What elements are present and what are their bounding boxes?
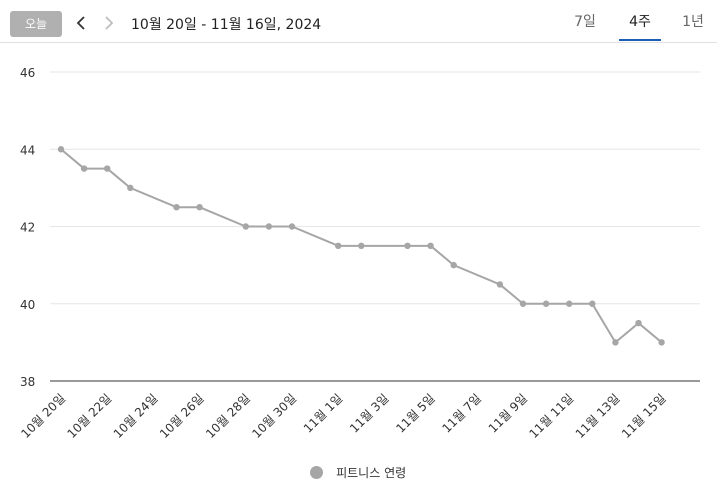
x-tick-label: 10월 22일 (65, 391, 115, 441)
chevron-left-icon (76, 16, 85, 30)
data-point (450, 261, 457, 269)
data-point (612, 339, 619, 346)
y-tick-label: 44 (20, 143, 35, 157)
x-tick-label: 10월 30일 (249, 391, 299, 441)
x-tick-label: 11월 15일 (619, 391, 669, 441)
data-point (519, 300, 527, 307)
data-point (635, 319, 642, 327)
x-tick-label: 11월 1일 (301, 391, 345, 435)
x-tick-label: 11월 9일 (486, 391, 530, 435)
data-point (566, 300, 573, 307)
y-tick-label: 46 (20, 66, 35, 80)
tab-4-weeks[interactable]: 4주 (619, 0, 661, 41)
legend-label: 피트니스 연령 (336, 466, 407, 480)
today-button[interactable]: 오늘 (10, 11, 62, 37)
y-tick-label: 38 (20, 375, 35, 389)
data-point (57, 146, 65, 153)
toolbar: 오늘 10월 20일 - 11월 16일, 2024 7일 4주 1년 (0, 0, 717, 43)
x-tick-label: 11월 13일 (573, 391, 623, 441)
next-period-button[interactable] (98, 11, 118, 35)
x-tick-label: 10월 26일 (157, 391, 207, 441)
x-tick-label: 10월 24일 (111, 391, 161, 441)
tab-1-year[interactable]: 1년 (682, 14, 704, 30)
date-range-label: 10월 20일 - 11월 16일, 2024 (131, 17, 322, 33)
tab-7-days[interactable]: 7일 (574, 14, 596, 30)
legend-swatch (310, 466, 323, 479)
data-point (589, 300, 596, 307)
data-point (265, 223, 273, 230)
data-point (104, 165, 111, 172)
data-point (335, 242, 342, 250)
x-tick-label: 10월 20일 (18, 391, 68, 441)
chevron-right-icon (105, 16, 114, 30)
data-point (427, 242, 434, 250)
data-point (358, 242, 365, 250)
y-tick-label: 42 (20, 221, 35, 235)
data-point (542, 300, 550, 307)
series-line (60, 148, 663, 344)
x-tick-label: 10월 28일 (203, 391, 253, 441)
previous-period-button[interactable] (72, 11, 92, 35)
x-tick-label: 11월 7일 (440, 391, 484, 435)
data-point (658, 339, 665, 346)
x-tick-label: 11월 5일 (393, 391, 437, 435)
chart-legend: 피트니스 연령 (310, 462, 406, 480)
data-point (127, 184, 134, 192)
data-point (80, 165, 88, 172)
data-point (242, 223, 249, 230)
data-point (288, 223, 296, 230)
data-point (196, 203, 203, 211)
data-point (404, 242, 411, 250)
data-point (173, 203, 180, 211)
x-tick-label: 11월 3일 (347, 391, 391, 435)
y-tick-label: 40 (20, 298, 35, 312)
x-tick-label: 11월 11일 (527, 391, 577, 441)
data-point (496, 281, 504, 288)
